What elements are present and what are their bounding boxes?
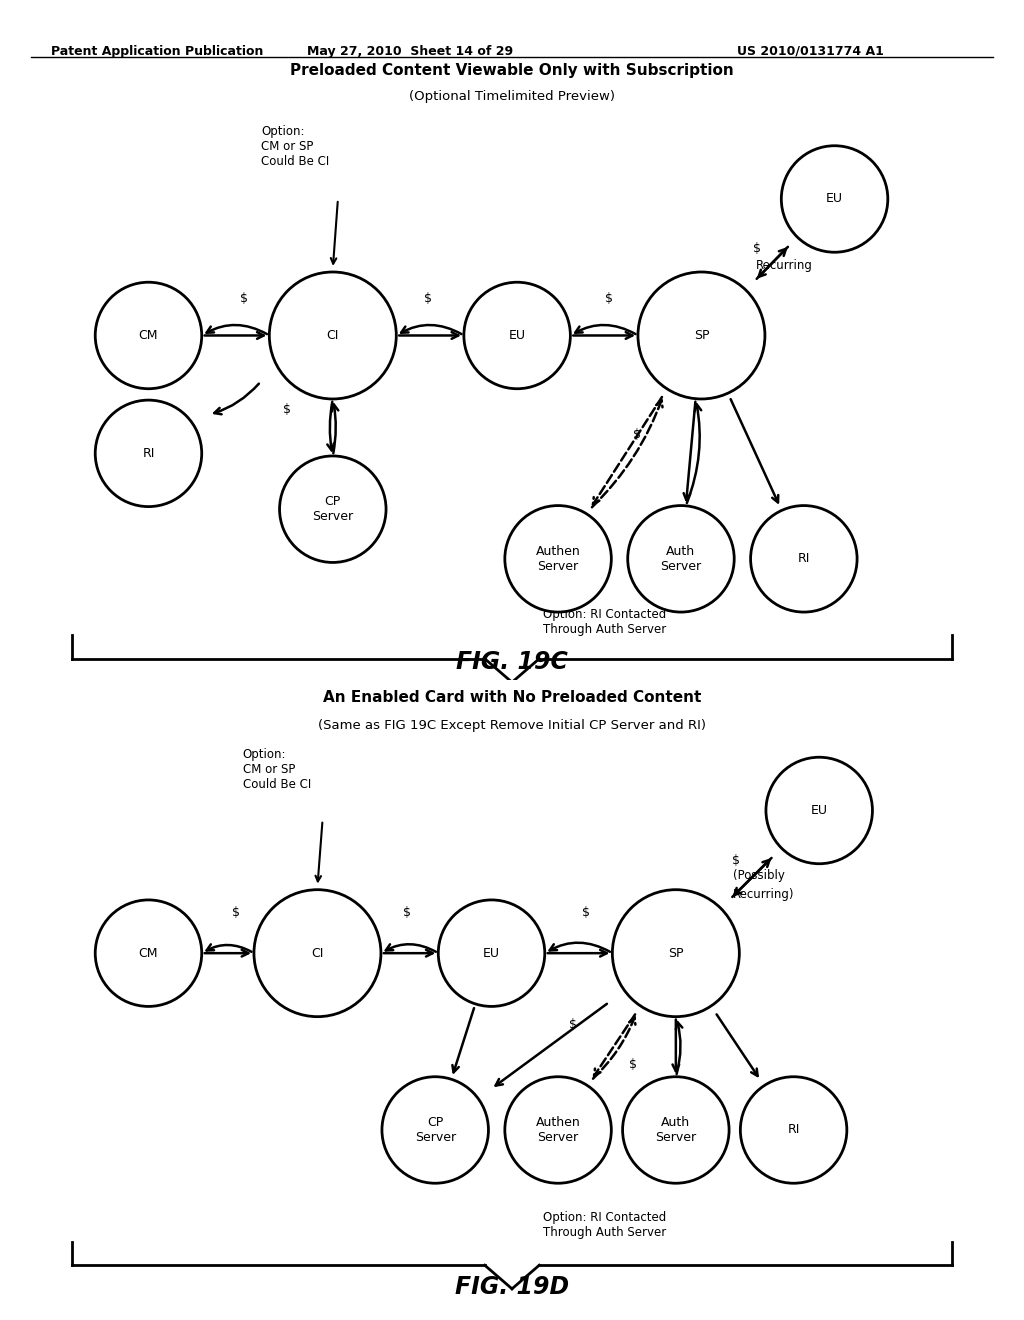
Text: $: $ <box>283 404 291 416</box>
Ellipse shape <box>505 1077 611 1183</box>
Text: FIG. 19C: FIG. 19C <box>456 649 568 673</box>
Ellipse shape <box>623 1077 729 1183</box>
Text: May 27, 2010  Sheet 14 of 29: May 27, 2010 Sheet 14 of 29 <box>306 45 513 58</box>
Text: $: $ <box>605 292 613 305</box>
Text: $: $ <box>424 292 432 305</box>
Text: $: $ <box>569 1018 578 1031</box>
Text: $: $ <box>753 242 761 255</box>
Text: EU: EU <box>826 193 843 206</box>
Text: $: $ <box>402 907 411 919</box>
Ellipse shape <box>280 455 386 562</box>
Text: Patent Application Publication: Patent Application Publication <box>51 45 263 58</box>
Text: FIG. 19D: FIG. 19D <box>455 1275 569 1299</box>
Text: US 2010/0131774 A1: US 2010/0131774 A1 <box>737 45 884 58</box>
Text: (Same as FIG 19C Except Remove Initial CP Server and RI): (Same as FIG 19C Except Remove Initial C… <box>318 718 706 731</box>
Ellipse shape <box>438 900 545 1006</box>
Text: CI: CI <box>311 946 324 960</box>
Text: Preloaded Content Viewable Only with Subscription: Preloaded Content Viewable Only with Sub… <box>290 62 734 78</box>
Text: CP
Server: CP Server <box>312 495 353 523</box>
Ellipse shape <box>612 890 739 1016</box>
Text: CP
Server: CP Server <box>415 1115 456 1144</box>
Text: (Possibly: (Possibly <box>733 869 785 882</box>
Text: EU: EU <box>509 329 525 342</box>
Text: SP: SP <box>668 946 684 960</box>
Text: Option:
CM or SP
Could Be CI: Option: CM or SP Could Be CI <box>243 748 311 792</box>
Text: Option: RI Contacted
Through Auth Server: Option: RI Contacted Through Auth Server <box>543 609 666 636</box>
Text: $: $ <box>633 428 641 441</box>
Text: EU: EU <box>483 946 500 960</box>
Text: $: $ <box>629 1059 637 1072</box>
Ellipse shape <box>505 506 611 612</box>
Text: EU: EU <box>811 804 827 817</box>
Ellipse shape <box>95 400 202 507</box>
Ellipse shape <box>95 900 202 1006</box>
Ellipse shape <box>95 282 202 388</box>
Text: $: $ <box>240 292 248 305</box>
Text: $: $ <box>231 907 240 919</box>
Text: RI: RI <box>787 1123 800 1137</box>
Text: RI: RI <box>142 447 155 459</box>
Ellipse shape <box>464 282 570 388</box>
Text: Recurring): Recurring) <box>733 888 795 900</box>
Text: Auth
Server: Auth Server <box>660 545 701 573</box>
Ellipse shape <box>740 1077 847 1183</box>
Text: An Enabled Card with No Preloaded Content: An Enabled Card with No Preloaded Conten… <box>323 689 701 705</box>
Text: Option:
CM or SP
Could Be CI: Option: CM or SP Could Be CI <box>261 124 330 168</box>
Ellipse shape <box>781 145 888 252</box>
Ellipse shape <box>269 272 396 399</box>
Text: RI: RI <box>798 552 810 565</box>
Text: Authen
Server: Authen Server <box>536 1115 581 1144</box>
Ellipse shape <box>638 272 765 399</box>
Text: CM: CM <box>138 946 159 960</box>
Text: CM: CM <box>138 329 159 342</box>
Text: Option: RI Contacted
Through Auth Server: Option: RI Contacted Through Auth Server <box>543 1210 666 1238</box>
Text: CI: CI <box>327 329 339 342</box>
Ellipse shape <box>766 758 872 863</box>
Text: (Optional Timelimited Preview): (Optional Timelimited Preview) <box>409 90 615 103</box>
Text: SP: SP <box>693 329 710 342</box>
Text: $: $ <box>732 854 740 867</box>
Ellipse shape <box>628 506 734 612</box>
Text: Authen
Server: Authen Server <box>536 545 581 573</box>
Ellipse shape <box>382 1077 488 1183</box>
Ellipse shape <box>751 506 857 612</box>
Text: Recurring: Recurring <box>756 259 813 272</box>
Ellipse shape <box>254 890 381 1016</box>
Text: Auth
Server: Auth Server <box>655 1115 696 1144</box>
Text: $: $ <box>582 907 590 919</box>
